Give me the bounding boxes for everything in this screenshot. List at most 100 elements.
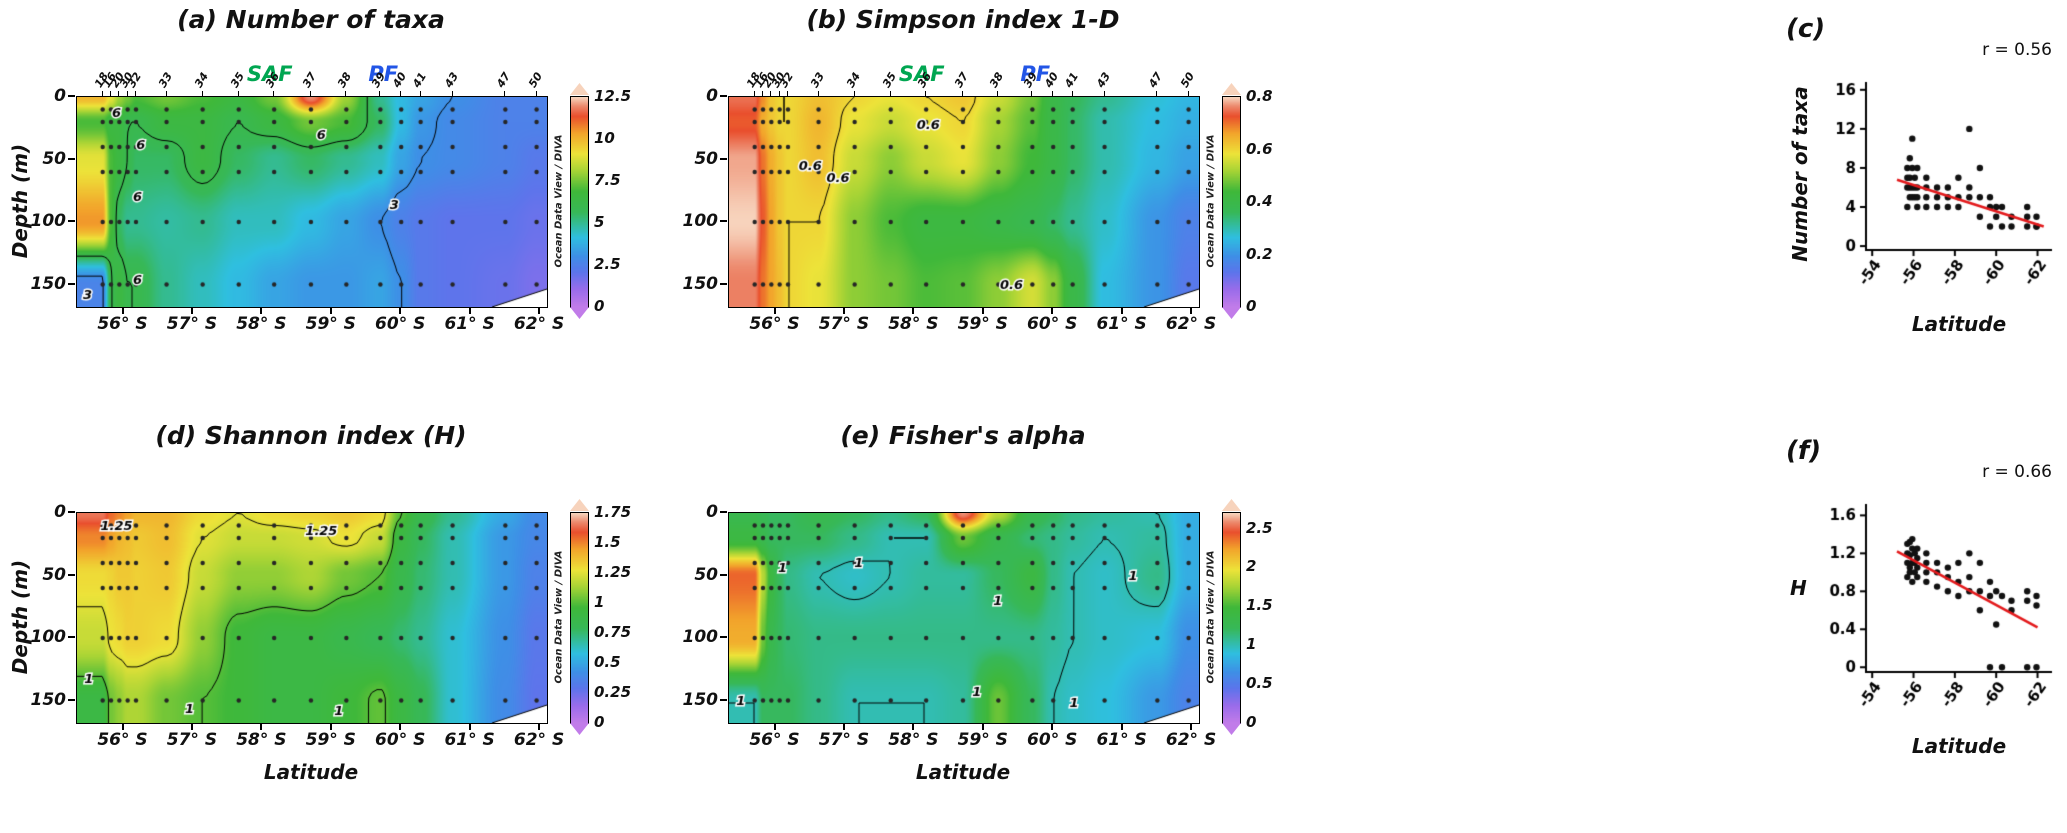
station-tick [889, 91, 891, 96]
x-tick-label: 60° S [375, 314, 426, 334]
colorbar-tick-label: 1.5 [1246, 596, 1273, 615]
y-tick-label: 150 [30, 273, 67, 294]
x-tick-mark [260, 724, 263, 730]
colorbar-pennant-bottom [1222, 723, 1241, 735]
y-tick-label: 0 [706, 502, 718, 522]
colorbar-tick-label: 1.5 [594, 533, 621, 551]
station-label-50: 50 [1177, 70, 1197, 90]
x-tick-label: 59° S [957, 730, 1008, 750]
colorbar-pennant-bottom [570, 723, 589, 735]
colorbar-tick-label: 1 [1246, 635, 1257, 654]
y-tick-label: 50 [42, 564, 66, 585]
odv-credit-a: Ocean Data View / DIVA [553, 134, 565, 268]
x-tick-mark [1120, 308, 1123, 314]
front-saf-label: SAF [898, 62, 945, 86]
panel-e-title: (e) Fisher's alpha [840, 421, 1086, 450]
x-tick-mark [399, 308, 402, 314]
x-tick-mark [121, 724, 124, 730]
colorbar-pennant-bottom [570, 307, 589, 319]
station-tick [1031, 91, 1033, 96]
x-tick-label: 58° S [236, 730, 287, 750]
station-label-43: 43 [441, 70, 461, 90]
y-tick-mark [68, 511, 75, 513]
colorbar-tick-label: 1.75 [594, 503, 632, 521]
x-tick-label: 57° S [166, 730, 218, 750]
y-tick-mark [720, 157, 727, 160]
y-tick-mark [68, 698, 75, 701]
station-tick [201, 91, 203, 96]
x-tick-mark [399, 724, 402, 730]
y-tick-label: 150 [30, 689, 67, 710]
x-tick-mark [1051, 724, 1054, 730]
x-tick-label: 60° S [1027, 314, 1078, 334]
x-tick-mark [912, 308, 915, 314]
x-tick-mark [1120, 724, 1123, 730]
station-tick [1187, 91, 1189, 96]
panel-d-shannon-index: (d) Shannon index (H) Depth (m) Ocean Da… [8, 420, 640, 796]
x-tick-label: 58° S [888, 314, 939, 334]
colorbar-tick-label: 0.5 [594, 653, 621, 671]
station-label-37: 37 [951, 70, 972, 90]
panel-b-title: (b) Simpson index 1-D [806, 5, 1120, 34]
x-tick-mark [329, 724, 332, 730]
colorbar-pennant-bottom [1222, 307, 1241, 319]
x-tick-mark [912, 724, 915, 730]
station-label-50: 50 [525, 70, 545, 90]
x-tick-label: 60° S [1027, 730, 1078, 750]
station-tick [237, 91, 239, 96]
x-tick-mark [260, 308, 263, 314]
station-tick [1052, 91, 1054, 96]
x-tick-mark [190, 724, 193, 730]
station-tick [273, 91, 275, 96]
colorbar-pennant-top [1222, 499, 1241, 511]
colorbar-canvas-e [1222, 512, 1241, 724]
station-tick [451, 91, 453, 96]
x-tick-label: 57° S [818, 730, 870, 750]
x-tick-label: 61° S [1096, 314, 1147, 334]
station-tick [110, 91, 112, 96]
section-plot-canvas-d [76, 512, 548, 724]
colorbar-tick-label: 2.5 [1246, 518, 1273, 537]
panel-f-x-axis-label: Latitude [1911, 734, 2007, 758]
y-tick-mark [720, 636, 727, 638]
panel-a-number-of-taxa: (a) Number of taxa Depth (m) Ocean Data … [8, 4, 640, 380]
x-tick-mark [329, 308, 332, 314]
x-tick-mark [1190, 308, 1193, 314]
y-tick-mark [720, 220, 727, 222]
x-tick-label: 60° S [375, 730, 426, 750]
colorbar-tick-label: 0.25 [594, 683, 632, 701]
station-tick [853, 91, 855, 96]
x-tick-mark [1190, 724, 1193, 730]
station-tick [1156, 91, 1158, 96]
panel-a-title: (a) Number of taxa [177, 5, 445, 34]
station-tick [419, 91, 421, 96]
x-tick-mark [981, 724, 984, 730]
station-tick [997, 91, 999, 96]
panel-f-r-value: r = 0.66 [1982, 462, 2052, 482]
x-tick-label: 57° S [818, 314, 870, 334]
x-tick-label: 59° S [957, 314, 1008, 334]
station-tick [762, 91, 764, 96]
x-tick-mark [842, 724, 845, 730]
y-tick-label: 100 [30, 627, 67, 647]
station-tick [309, 91, 311, 96]
station-label-33: 33 [807, 70, 827, 90]
station-label-41: 41 [1061, 70, 1081, 90]
x-tick-label: 56° S [97, 314, 148, 334]
y-tick-label: 0 [706, 86, 718, 106]
station-tick [817, 91, 819, 96]
station-tick [925, 91, 927, 96]
y-tick-mark [68, 282, 75, 285]
colorbar-canvas-a [570, 96, 589, 308]
colorbar-tick-label: 5 [594, 213, 605, 231]
odv-credit-b: Ocean Data View / DIVA [1205, 134, 1217, 268]
x-tick-label: 56° S [749, 730, 800, 750]
station-tick [135, 91, 136, 96]
station-tick [165, 91, 167, 96]
colorbar-tick-label: 2.5 [594, 255, 621, 273]
x-tick-label: 61° S [444, 730, 495, 750]
colorbar-tick-label: 0 [594, 713, 605, 731]
panel-c-letter: (c) [1786, 14, 1826, 44]
station-tick [778, 91, 780, 96]
y-tick-mark [720, 511, 727, 513]
